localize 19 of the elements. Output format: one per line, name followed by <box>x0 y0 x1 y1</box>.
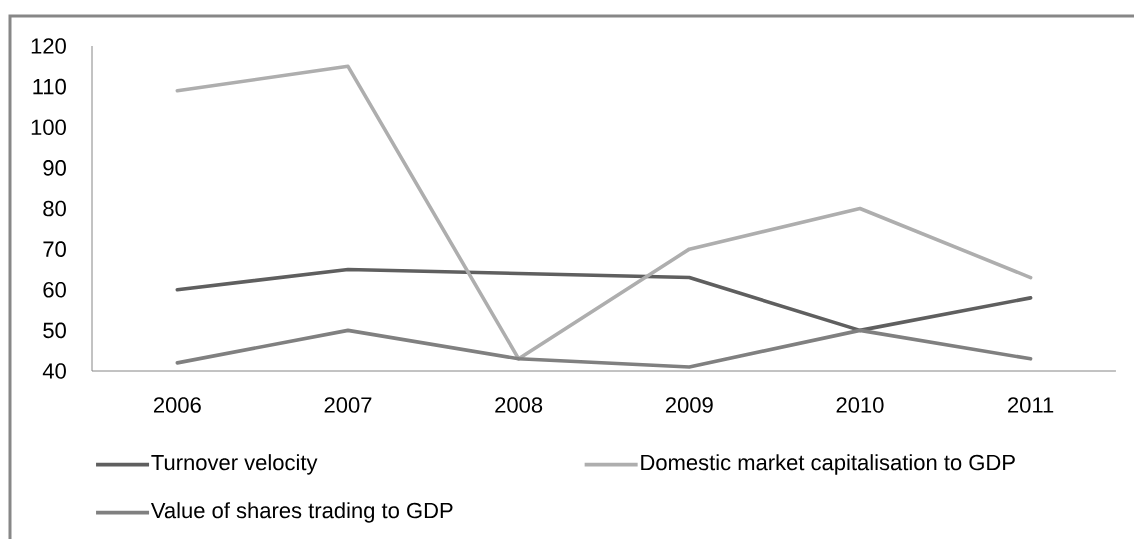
x-tick-label: 2010 <box>836 397 884 413</box>
line-series <box>175 267 1033 333</box>
y-tick-label: 120 <box>31 38 66 54</box>
x-tick-label: 2006 <box>153 397 201 413</box>
legend-label: Turnover velocity <box>151 454 318 475</box>
x-tick-label: 2011 <box>1008 397 1054 413</box>
y-tick-label: 60 <box>43 281 66 298</box>
y-tick-label: 50 <box>43 322 66 339</box>
y-tick-label: 80 <box>43 200 66 217</box>
y-tick-label: 70 <box>43 241 66 257</box>
y-tick-label: 40 <box>42 363 66 379</box>
x-tick-label: 2007 <box>324 397 372 413</box>
x-tick-label: 2009 <box>665 397 713 413</box>
y-tick-label: 100 <box>31 119 66 136</box>
legend-label: Value of shares trading to GDP <box>150 502 453 523</box>
x-tick-label: 2008 <box>495 397 543 413</box>
y-tick-label: 110 <box>33 78 66 95</box>
legend-label: Domestic market capitalisation to GDP <box>641 454 1015 475</box>
y-tick-label: 90 <box>43 160 66 176</box>
